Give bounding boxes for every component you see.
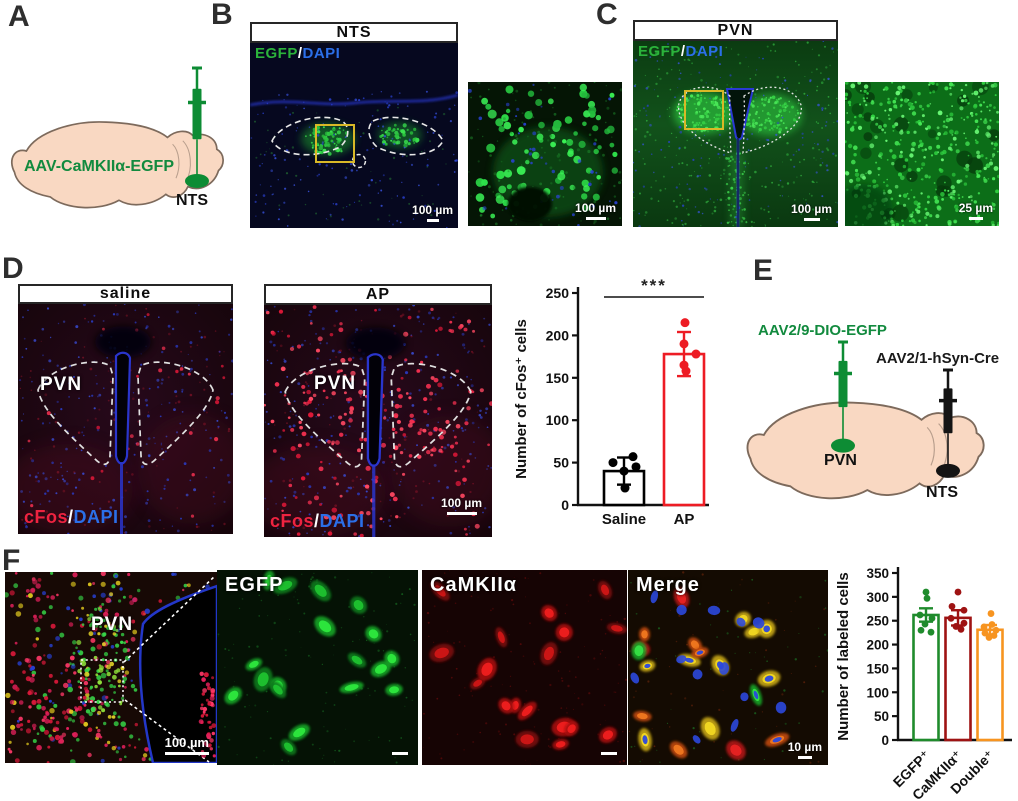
scale-bar — [392, 750, 408, 755]
svg-text:200: 200 — [866, 638, 889, 653]
svg-text:150: 150 — [546, 370, 570, 386]
panel-d-label: D — [2, 252, 24, 285]
channel-title: Merge — [636, 574, 700, 596]
brain-diagram-e — [746, 340, 985, 500]
svg-text:300: 300 — [866, 590, 889, 605]
panel-c-header: PVN — [633, 20, 838, 41]
panel-b-header: NTS — [250, 22, 458, 43]
channel-title: EGFP — [225, 574, 284, 596]
panel-b-label: B — [211, 0, 233, 31]
scale-bar: 100 µm — [412, 204, 453, 222]
micrograph-b-nts: EGFP/DAPI 100 µm — [250, 43, 458, 228]
svg-text:50: 50 — [874, 709, 889, 724]
stain-label-ap: cFos/DAPI — [270, 511, 365, 532]
brain-diagram-a — [10, 66, 224, 209]
region-label: PVN — [40, 374, 83, 395]
svg-text:100: 100 — [546, 412, 570, 428]
micrograph-c-pvn: EGFP/DAPI 100 µm — [633, 41, 838, 227]
region-label-pvn: PVN — [824, 452, 857, 469]
scale-bar: 100 µm — [791, 203, 832, 221]
panel-c-label: C — [596, 0, 618, 31]
svg-text:200: 200 — [546, 327, 570, 343]
svg-text:150: 150 — [866, 661, 889, 676]
region-label-a: NTS — [176, 192, 208, 209]
egfp-label: EGFP — [638, 43, 681, 60]
svg-text:0: 0 — [881, 733, 889, 748]
svg-text:Saline: Saline — [602, 511, 646, 528]
dapi-label: DAPI — [685, 43, 724, 60]
panel-e-label: E — [753, 254, 774, 287]
panel-a-label: A — [8, 0, 30, 33]
channel-title: CaMKIIα — [430, 574, 518, 596]
region-label: PVN — [91, 614, 134, 635]
virus-label-black: AAV2/1-hSyn-Cre — [876, 350, 1000, 367]
svg-text:***: *** — [641, 276, 667, 295]
scale-bar: 100 µm — [165, 736, 209, 755]
micrograph-f-overview: PVN 100 µm — [5, 572, 217, 763]
svg-text:350: 350 — [866, 566, 889, 581]
svg-text:250: 250 — [546, 285, 570, 301]
cfos-label: cFos — [24, 507, 69, 527]
scale-bar: 25 µm — [959, 202, 993, 220]
svg-text:Number of labeled cells: Number of labeled cells — [835, 572, 852, 740]
stain-label-saline: cFos/DAPI — [24, 507, 119, 528]
cfos-bar-chart: 0 50 100 150 200 250 Number of cFos⁺ cells Sali… — [512, 266, 712, 550]
svg-text:250: 250 — [866, 614, 889, 629]
scale-bar: 100 µm — [441, 497, 482, 515]
micrograph-c-inset: 25 µm — [845, 82, 999, 226]
region-label: PVN — [314, 373, 357, 394]
panel-d-ap-header: AP — [264, 284, 492, 305]
scale-bar — [601, 750, 617, 755]
stain-separator: / — [297, 45, 303, 62]
egfp-label: EGFP — [255, 45, 298, 62]
stain-separator: / — [68, 507, 74, 527]
region-label-nts: NTS — [926, 484, 958, 501]
micrograph-d-saline: PVN cFos/DAPI — [18, 304, 233, 534]
dapi-label: DAPI — [302, 45, 341, 62]
cfos-label: cFos — [270, 511, 315, 531]
stain-separator: / — [680, 43, 686, 60]
dapi-label: DAPI — [319, 511, 365, 531]
micrograph-f-egfp: EGFP — [217, 570, 418, 765]
micrograph-f-merge: Merge 10 µm — [628, 570, 828, 765]
micrograph-f-camkii: CaMKIIα — [422, 570, 627, 765]
svg-text:100: 100 — [866, 685, 889, 700]
stain-label-c: EGFP/DAPI — [638, 43, 723, 60]
micrograph-b-inset: 100 µm — [468, 82, 622, 226]
svg-text:0: 0 — [561, 497, 569, 513]
svg-text:Number of cFos⁺ cells: Number of cFos⁺ cells — [513, 319, 530, 479]
dapi-label: DAPI — [73, 507, 119, 527]
panel-f-label: F — [2, 544, 21, 577]
panel-d-saline-header: saline — [18, 284, 233, 304]
stain-label-b: EGFP/DAPI — [255, 45, 340, 62]
labeled-cells-bar-chart: 0 50 100 150 200 250 300 350 Number of labeled c… — [835, 546, 1018, 801]
svg-text:AP: AP — [674, 511, 695, 528]
virus-label-a: AAV-CaMKIIα-EGFP — [24, 158, 174, 175]
micrograph-d-ap: PVN cFos/DAPI 100 µm — [264, 305, 492, 537]
virus-label-green: AAV2/9-DIO-EGFP — [758, 322, 887, 339]
scale-bar: 10 µm — [788, 741, 822, 759]
stain-separator: / — [314, 511, 320, 531]
svg-text:50: 50 — [553, 455, 569, 471]
scale-bar: 100 µm — [575, 202, 616, 220]
